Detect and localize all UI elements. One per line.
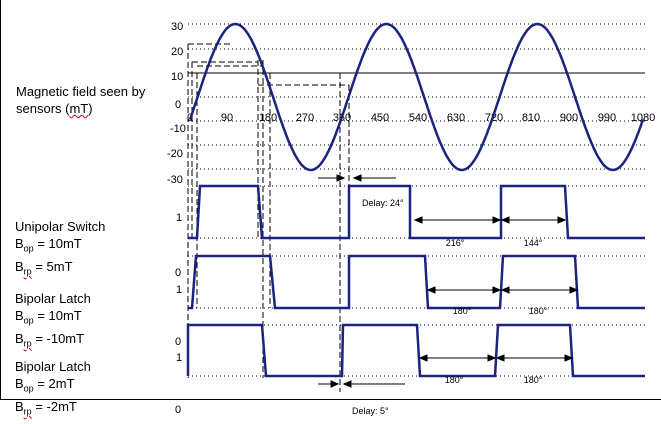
rp-value: = -2mT — [35, 398, 77, 414]
arrowhead — [342, 380, 352, 388]
y-tick-label: -20 — [167, 148, 183, 160]
unipolar-switch-output — [188, 184, 645, 240]
field-label: Magnetic field seen by sensors (mT) — [16, 83, 145, 117]
horizontal-guides — [188, 43, 349, 86]
arrowhead — [500, 286, 510, 294]
y-tick-label: 0 — [175, 99, 181, 111]
level-high-label: 1 — [176, 212, 182, 224]
sensor-name: Bipolar Latch — [15, 359, 91, 374]
field-label-unit: mT — [69, 101, 89, 116]
op-var: B — [15, 376, 24, 391]
rp-sub: rp — [23, 338, 32, 349]
arrowhead — [336, 174, 346, 182]
arrowhead — [492, 216, 502, 224]
rp-var: B — [15, 258, 24, 274]
field-label-line2-post: ) — [88, 101, 93, 116]
angle-tick-label: 450 — [371, 112, 389, 124]
rp-var: B — [15, 330, 24, 346]
y-tick-label: 10 — [171, 71, 183, 83]
arrowhead — [500, 216, 510, 224]
level-labels: 1 0 1 0 1 0 — [175, 212, 182, 416]
op-value: = 10mT — [37, 308, 82, 323]
angle-tick-label: 270 — [296, 112, 314, 124]
level-high-label: 1 — [176, 284, 182, 296]
interval-arrows — [318, 174, 579, 388]
arrowhead — [418, 354, 428, 362]
arrowhead — [495, 354, 505, 362]
rp-value: = 5mT — [35, 258, 73, 274]
arrowhead — [569, 286, 579, 294]
interval-labels: 216° 144° 180° 180° 180° 180° — [445, 238, 548, 385]
vertical-guides — [187, 44, 350, 392]
wave-layer — [186, 22, 645, 378]
level-high-label: 1 — [176, 352, 182, 364]
sensor-label-unipolar: Unipolar Switch Bop = 10mT Brp = 5mT — [15, 218, 105, 280]
angle-tick-label: 720 — [485, 112, 503, 124]
op-value: = 10mT — [37, 236, 82, 251]
field-label-line2-pre: sensors ( — [16, 101, 70, 116]
arrowhead — [413, 216, 423, 224]
angle-tick-label: 180 — [259, 112, 277, 124]
interval-label: 180° — [524, 375, 543, 385]
sensor-label-bipolar-2: Bipolar Latch Bop = 2mT Brp = -2mT — [15, 358, 91, 420]
rp-value: = -10mT — [35, 330, 85, 346]
sensor-name: Unipolar Switch — [15, 219, 106, 234]
interval-label: 144° — [524, 238, 543, 248]
angle-tick-label: 90 — [221, 112, 233, 124]
y-axis-tick-labels: 30 20 10 0 -10 -20 -30 — [167, 21, 186, 186]
level-low-label: 0 — [175, 336, 181, 348]
op-sub: op — [23, 315, 34, 326]
arrowhead — [564, 354, 574, 362]
angle-tick-labels: 0 90 180 270 360 450 540 630 720 810 900… — [187, 112, 655, 124]
bipolar-latch-2-output — [186, 323, 645, 378]
angle-tick-label: 1080 — [631, 112, 655, 124]
angle-tick-label: 810 — [522, 112, 540, 124]
y-tick-label: -30 — [167, 174, 183, 186]
level-low-label: 0 — [175, 267, 181, 279]
arrowhead — [487, 354, 497, 362]
field-grid — [188, 23, 645, 170]
rp-sub: rp — [23, 406, 32, 417]
interval-label: 180° — [453, 306, 472, 316]
interval-label: 180° — [445, 375, 464, 385]
delay-label-5: Delay: 5° — [352, 406, 389, 416]
angle-tick-label: 990 — [598, 112, 616, 124]
op-var: B — [15, 308, 24, 323]
y-tick-label: -10 — [170, 123, 186, 135]
y-tick-label: 30 — [171, 21, 183, 33]
arrowhead — [352, 174, 362, 182]
sensor-name: Bipolar Latch — [15, 291, 91, 306]
angle-tick-label: 630 — [447, 112, 465, 124]
op-var: B — [15, 236, 24, 251]
angle-tick-label: 540 — [409, 112, 427, 124]
op-sub: op — [23, 383, 34, 394]
interval-label: 216° — [446, 238, 465, 248]
y-tick-label: 20 — [171, 46, 183, 58]
field-label-line1: Magnetic field seen by — [16, 84, 146, 99]
op-sub: op — [23, 243, 34, 254]
frame-bottom-border — [0, 399, 661, 400]
arrowhead — [557, 216, 567, 224]
op-value: = 2mT — [37, 376, 75, 391]
interval-label: 180° — [529, 306, 548, 316]
angle-tick-label: 900 — [560, 112, 578, 124]
sensor-label-bipolar-10: Bipolar Latch Bop = 10mT Brp = -10mT — [15, 290, 91, 352]
arrowhead — [330, 380, 340, 388]
magnetic-field-wave — [188, 22, 645, 172]
rp-sub: rp — [23, 266, 32, 277]
bottom-zero-label: 0 — [175, 404, 181, 416]
frame-left-border — [0, 0, 1, 400]
rp-var: B — [15, 398, 24, 414]
arrowhead — [492, 286, 502, 294]
bipolar-latch-10-output — [188, 254, 645, 310]
arrowhead — [426, 286, 436, 294]
delay-label-24: Delay: 24° — [362, 198, 404, 208]
